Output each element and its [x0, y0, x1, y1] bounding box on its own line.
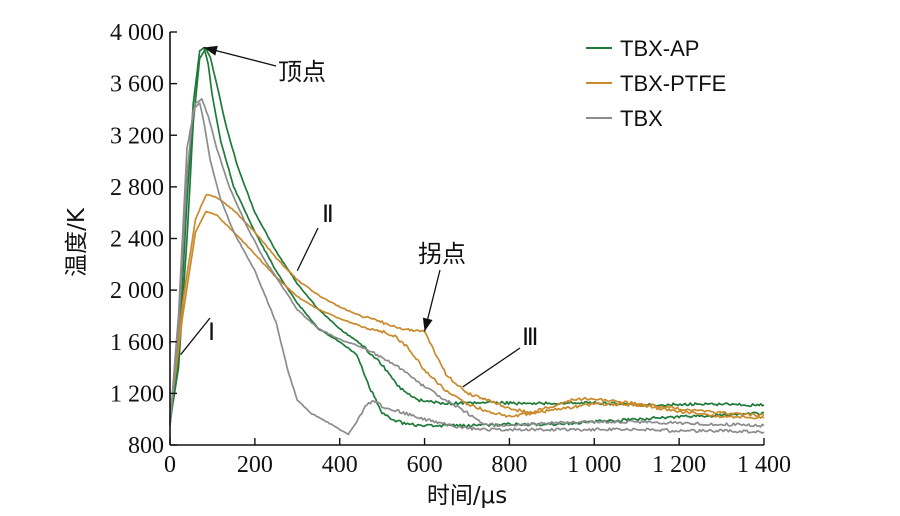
annotation-arrowhead	[422, 317, 433, 332]
x-tick-label: 0	[164, 452, 176, 478]
annotation-arrowhead	[203, 45, 218, 56]
y-axis-title: 温度/K	[64, 207, 90, 277]
y-tick-label: 3 200	[110, 123, 164, 149]
x-tick-label: 400	[322, 452, 358, 478]
series-line-tbx	[169, 102, 765, 436]
series-line-tbx-ptfe	[169, 193, 765, 419]
y-tick-label: 2 400	[110, 227, 164, 253]
x-axis-title: 时间/μs	[427, 483, 507, 509]
x-tick-label: 800	[491, 452, 527, 478]
y-tick-label: 4 000	[110, 20, 164, 46]
x-tick-label: 200	[237, 452, 273, 478]
annotation-label: Ⅱ	[322, 200, 334, 228]
x-tick-label: 1 000	[567, 452, 621, 478]
series-line-tbx-ap	[169, 46, 765, 428]
x-tick-label: 600	[407, 452, 443, 478]
legend: TBX-AP TBX-PTFE TBX	[586, 36, 726, 131]
annotation-label: 顶点	[278, 58, 326, 86]
annotation-label: Ⅲ	[522, 323, 539, 351]
legend-label: TBX-PTFE	[620, 71, 726, 96]
series-line-tbx-ptfe	[169, 210, 765, 420]
legend-label: TBX	[620, 106, 663, 131]
annotations-layer: 顶点 Ⅰ Ⅱ 拐点 Ⅲ	[180, 45, 539, 388]
series-line-tbx	[169, 98, 765, 428]
annotation-label: 拐点	[418, 240, 466, 268]
y-tick-label: 3 600	[110, 72, 164, 98]
ticks-layer: 0 200 400 600 800 1 000 1 200 1 400 800 1 200 1 60…	[110, 20, 791, 478]
series-layer	[169, 46, 765, 436]
y-tick-label: 2 000	[110, 278, 164, 304]
annotation-label: Ⅰ	[208, 318, 215, 346]
legend-label: TBX-AP	[620, 36, 699, 61]
x-tick-label: 1 400	[737, 452, 791, 478]
annotation-leader	[462, 347, 521, 388]
y-tick-label: 2 800	[110, 175, 164, 201]
y-tick-label: 1 200	[110, 381, 164, 407]
annotation-leader	[180, 317, 211, 356]
x-tick-label: 1 200	[652, 452, 706, 478]
series-line-tbx-ap	[169, 47, 765, 423]
annotation-leader	[296, 227, 319, 272]
y-tick-label: 1 600	[110, 330, 164, 356]
y-tick-label: 800	[128, 433, 164, 459]
